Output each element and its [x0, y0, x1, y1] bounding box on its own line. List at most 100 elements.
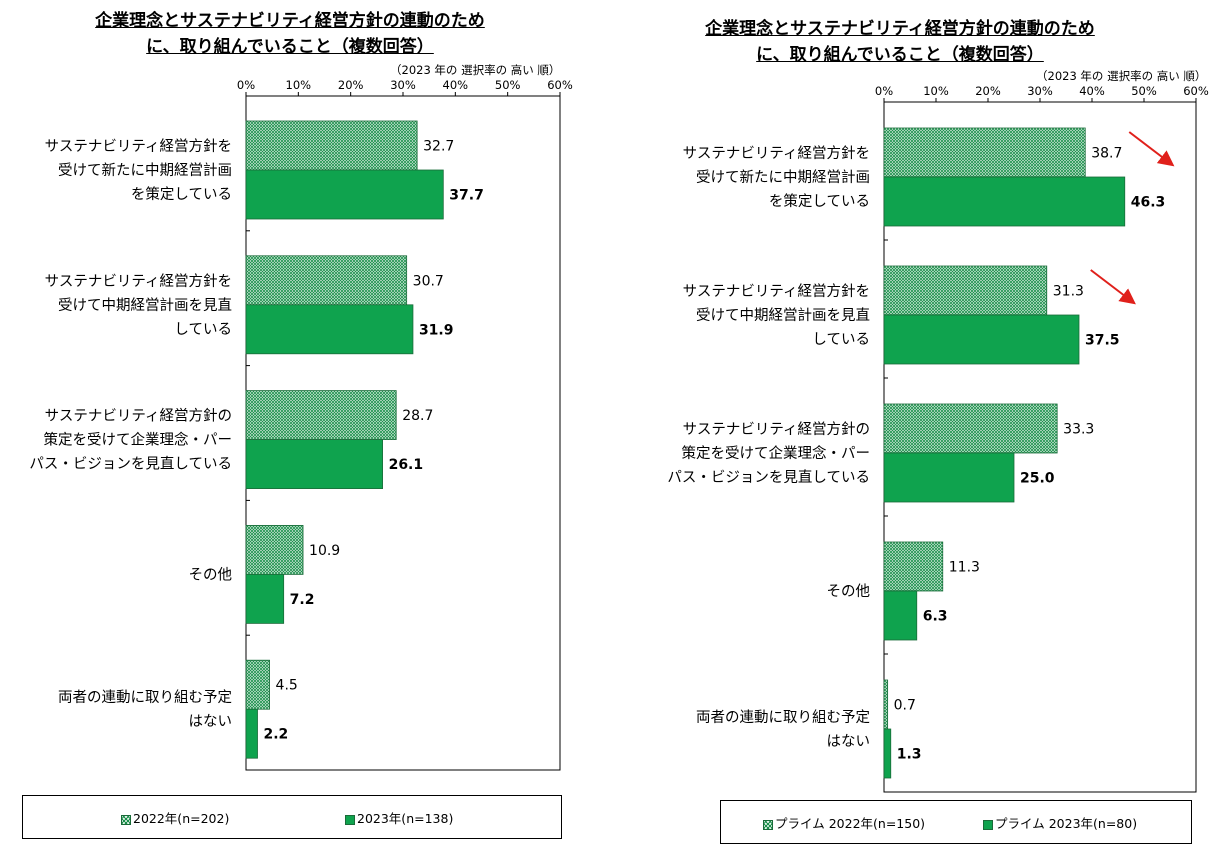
legend-label-prime-2022: プライム 2022年(n=150)	[775, 816, 926, 831]
x-tick-label: 60%	[1183, 84, 1209, 98]
chart-title: 企業理念とサステナビリティ経営方針の連動のため に、取り組んでいること（複数回答…	[30, 8, 550, 60]
bar-2022	[883, 127, 1086, 178]
category-label: 両者の連動に取り組む予定	[696, 709, 870, 726]
legend-swatch-prime-2022	[763, 819, 773, 830]
bar-2023	[245, 708, 258, 759]
legend: プライム 2022年(n=150) プライム 2023年(n=80)	[720, 800, 1192, 844]
value-label-2023: 37.7	[449, 188, 484, 204]
category-label: パス・ビジョンを見直している	[29, 456, 232, 473]
bar-2022	[883, 679, 889, 730]
value-label-2022: 10.9	[309, 543, 340, 559]
x-tick-label: 0%	[875, 84, 893, 98]
value-label-2022: 30.7	[413, 273, 444, 289]
bar-2022	[245, 390, 397, 441]
chart-panel-prime: 企業理念とサステナビリティ経営方針の連動のため に、取り組んでいること（複数回答…	[630, 0, 1220, 851]
category-label: その他	[827, 583, 871, 600]
value-label-2022: 0.7	[894, 698, 916, 714]
category-label: している	[174, 322, 232, 338]
value-label-2022: 11.3	[949, 560, 980, 576]
chart-title-line2: に、取り組んでいること（複数回答）	[756, 45, 1044, 65]
category-label: 受けて新たに中期経営計画	[696, 169, 870, 186]
bar-2022	[245, 525, 304, 575]
legend-label-prime-2023: プライム 2023年(n=80)	[995, 816, 1138, 831]
category-label: サステナビリティ経営方針を	[45, 138, 232, 155]
bar-2023	[883, 176, 1126, 227]
x-tick-label: 0%	[237, 78, 255, 92]
value-label-2023: 25.0	[1020, 471, 1055, 487]
bar-2022	[883, 265, 1048, 316]
x-tick-label: 20%	[338, 78, 364, 92]
trend-arrow	[1090, 269, 1136, 305]
category-label: サステナビリティ経営方針を	[683, 145, 870, 162]
category-label: 両者の連動に取り組む予定	[58, 689, 232, 706]
bar-2022	[245, 255, 408, 306]
bar-2023	[245, 304, 414, 355]
category-label: サステナビリティ経営方針の	[683, 421, 870, 438]
chart-title-line1: 企業理念とサステナビリティ経営方針の連動のため	[95, 11, 485, 31]
bar-2023	[883, 728, 892, 779]
chart-title-line1: 企業理念とサステナビリティ経営方針の連動のため	[705, 19, 1095, 39]
value-label-2022: 31.3	[1053, 284, 1084, 300]
x-tick-label: 30%	[390, 78, 416, 92]
x-tick-label: 50%	[1131, 84, 1157, 98]
trend-arrow	[1128, 131, 1175, 167]
value-label-2023: 6.3	[923, 609, 948, 625]
legend-item-2023: 2023年(n=138)	[345, 808, 453, 827]
value-label-2023: 2.2	[264, 727, 289, 743]
category-label: 策定を受けて企業理念・パー	[44, 431, 233, 449]
x-tick-label: 40%	[443, 78, 469, 92]
value-label-2023: 1.3	[897, 747, 922, 763]
value-label-2022: 4.5	[276, 678, 298, 694]
bar-2022	[245, 659, 270, 710]
category-label: サステナビリティ経営方針の	[45, 408, 232, 425]
category-label: その他	[189, 566, 233, 583]
bar-chart: 0% 10% 20% 30% 40% 50% 60% 38.7 46.3 サステナビリティ経営方針…	[667, 84, 1209, 793]
bar-2022	[883, 541, 944, 592]
category-label: はない	[189, 713, 233, 730]
legend-swatch-prime-2023	[983, 819, 993, 830]
x-tick-label: 60%	[547, 78, 573, 92]
bar-2023	[245, 169, 444, 220]
category-label: 受けて中期経営計画を見直	[58, 297, 232, 314]
bar-2023	[883, 452, 1015, 503]
bar-2023	[883, 590, 918, 641]
x-tick-label: 30%	[1027, 84, 1053, 98]
value-label-2023: 31.9	[419, 322, 454, 338]
value-label-2023: 7.2	[290, 592, 315, 608]
category-label: サステナビリティ経営方針を	[45, 273, 232, 290]
value-label-2022: 38.7	[1091, 146, 1122, 162]
chart-title-line2: に、取り組んでいること（複数回答）	[146, 37, 434, 57]
legend-item-2022: 2022年(n=202)	[121, 808, 229, 827]
chart-panel-2022-2023: 企業理念とサステナビリティ経営方針の連動のため に、取り組んでいること（複数回答…	[0, 0, 600, 851]
x-tick-label: 20%	[975, 84, 1001, 98]
bar-2022	[245, 120, 418, 171]
x-tick-label: 10%	[286, 78, 312, 92]
chart-subtitle: （2023 年の 選択率の 高い 順）	[390, 63, 561, 77]
x-tick-label: 50%	[495, 78, 521, 92]
legend: 2022年(n=202) 2023年(n=138)	[22, 795, 562, 839]
bar-chart: 0% 10% 20% 30% 40% 50% 60% 32.7 37.7 サステナビリティ経営方針…	[29, 78, 573, 771]
bar-2023	[245, 574, 285, 624]
bar-2023	[883, 314, 1080, 365]
legend-item-prime-2022: プライム 2022年(n=150)	[763, 813, 925, 832]
legend-item-prime-2023: プライム 2023年(n=80)	[983, 813, 1137, 832]
legend-swatch-2022	[121, 814, 131, 825]
category-label: 策定を受けて企業理念・パー	[682, 444, 871, 462]
category-label: を策定している	[769, 193, 870, 210]
value-label-2022: 28.7	[402, 408, 433, 424]
value-label-2023: 26.1	[389, 457, 424, 473]
x-tick-label: 40%	[1079, 84, 1105, 98]
value-label-2023: 46.3	[1131, 195, 1166, 211]
legend-swatch-2023	[345, 814, 355, 825]
legend-label-2022: 2022年(n=202)	[133, 811, 230, 826]
category-label: はない	[827, 733, 871, 750]
legend-label-2023: 2023年(n=138)	[357, 811, 454, 826]
x-tick-label: 10%	[923, 84, 949, 98]
value-label-2022: 33.3	[1063, 422, 1094, 438]
chart-title: 企業理念とサステナビリティ経営方針の連動のため に、取り組んでいること（複数回答…	[640, 16, 1160, 68]
category-label: している	[812, 332, 870, 348]
category-label: 受けて新たに中期経営計画	[58, 162, 232, 179]
category-label: サステナビリティ経営方針を	[683, 283, 870, 300]
value-label-2022: 32.7	[423, 139, 454, 155]
category-label: を策定している	[131, 186, 232, 203]
